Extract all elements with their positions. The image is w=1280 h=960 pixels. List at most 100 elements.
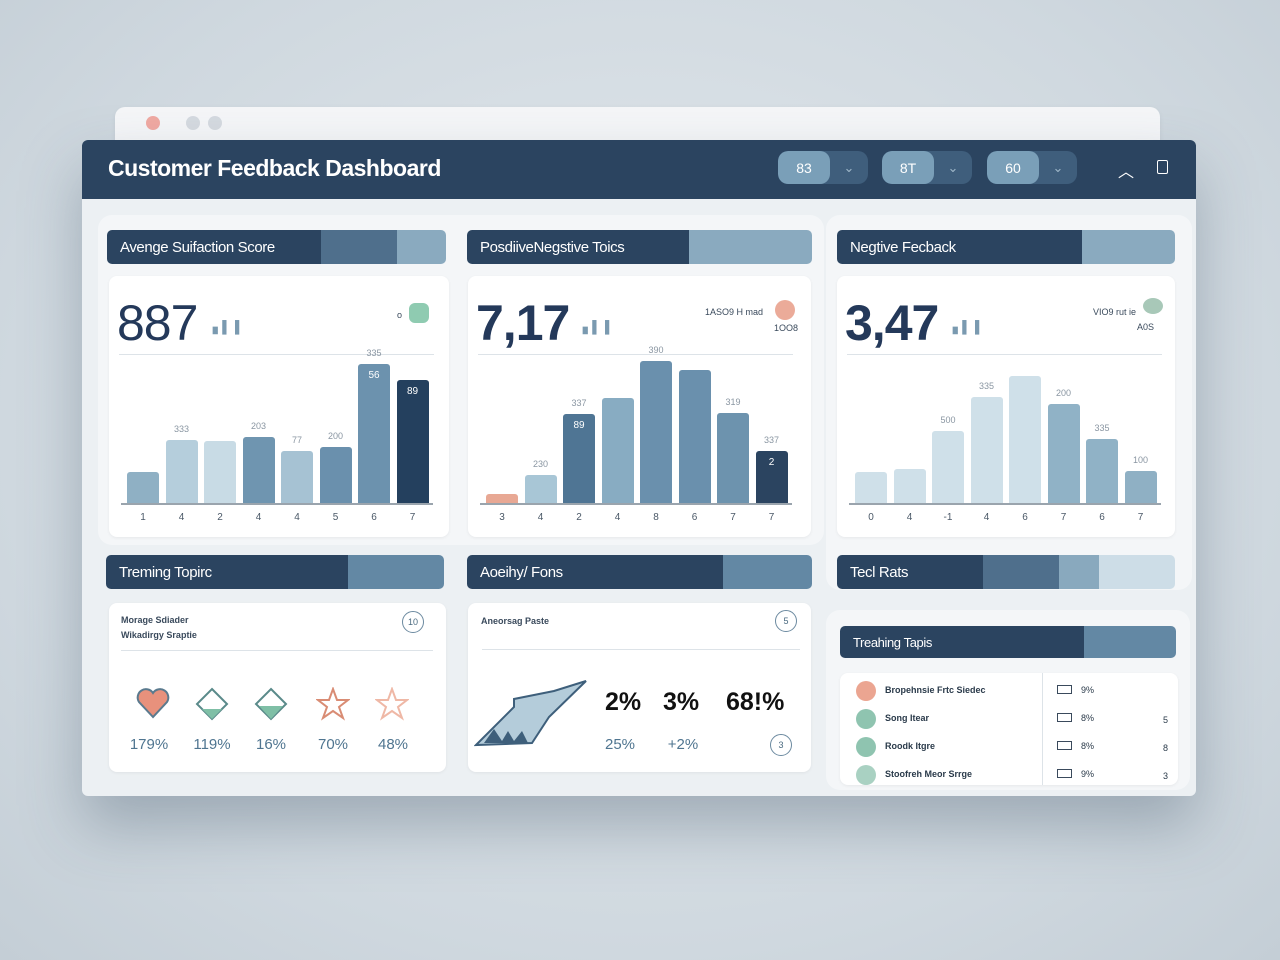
panel-header-topics-list: Treahing Tapis [840, 626, 1176, 658]
x-tick-label: 4 [983, 512, 990, 523]
sentiment-icon [409, 303, 429, 323]
chart-bar[interactable] [1047, 404, 1080, 503]
panel-header-topics: PosdiiveNegstive Toics [467, 230, 812, 264]
chart-card-satisfaction: 887 o ▖▌▐ 1 333 4 2 203 4 77 4 200 5 56 335 6 89 7 [109, 276, 449, 537]
topic-name: Bropehnsie Frtc Siedec [885, 685, 986, 695]
x-tick-label: 6 [691, 512, 698, 523]
topic-row[interactable]: Bropehnsie Frtc Siedec 9% [840, 679, 1178, 705]
header: Customer Feedback Dashboard 83 ⌄ 8T ⌄ 60 ⌄ … [82, 140, 1196, 199]
chart-bar[interactable] [640, 361, 672, 503]
chart-bar[interactable] [855, 472, 887, 503]
pill-value: 83 [778, 151, 830, 184]
x-tick-label: 4 [906, 512, 913, 523]
topic-name: Song Itear [885, 713, 930, 723]
topic-value: 8% [1081, 741, 1095, 751]
x-tick-label: 4 [537, 512, 544, 523]
topic-name: Roodk Itgre [885, 741, 936, 751]
chart-bar[interactable] [319, 447, 352, 503]
heart-icon [136, 688, 170, 719]
panel-header-tech: Tecl Rats [837, 555, 1175, 589]
filter-pill-2[interactable]: 8T ⌄ [882, 151, 972, 184]
x-axis [849, 503, 1161, 505]
topic-avatar-icon [856, 681, 876, 701]
info-button[interactable]: 5 [775, 610, 797, 632]
topic-avatar-icon [856, 737, 876, 757]
metric-value: 3,47 [845, 295, 939, 351]
chart-bar[interactable] [204, 441, 236, 503]
metric-note: o [397, 310, 403, 320]
chart-bar[interactable] [524, 475, 557, 503]
chart-bar[interactable]: 2 [755, 451, 788, 503]
trending-card: Morage Sdiader Wikadirgy Sraptie 10 179%… [109, 603, 446, 772]
chart-bar[interactable] [893, 469, 926, 503]
x-tick-label: 4 [294, 512, 300, 523]
bar-value-label: 230 [532, 459, 549, 469]
topic-value: 9% [1081, 769, 1095, 779]
x-tick-label: 1 [140, 512, 146, 523]
chart-card-negative: 3,47 VIO9 rut ie A0S ▖▌▐ 0 4 500 -1 335 4 6 200 7… [837, 276, 1175, 537]
chart-bar[interactable] [1124, 471, 1157, 503]
chart-bar[interactable] [242, 437, 275, 503]
x-tick-label: 2 [576, 512, 582, 523]
topics-list-card: Bropehnsie Frtc Siedec 9% Song Itear 8% … [840, 673, 1178, 785]
chart-bar[interactable] [1009, 376, 1041, 503]
bar-value-label: 500 [940, 415, 956, 425]
trend-bars-icon: ▖▌▐ [213, 320, 240, 334]
activity-change: 25% [604, 736, 636, 753]
chart-bar[interactable] [127, 472, 159, 503]
chevron-icon: ⌄ [1052, 159, 1064, 175]
chart-bar[interactable]: 89 [396, 380, 429, 503]
x-tick-label: 0 [868, 512, 874, 523]
topic-count: 5 [1163, 715, 1169, 725]
panel-header-activity: Aoeihy/ Fons [467, 555, 812, 589]
topic-row[interactable]: Stoofreh Meor Srrge 9% 3 [840, 763, 1178, 789]
chart-bar[interactable] [281, 451, 313, 503]
trend-arrow-icon [474, 680, 587, 747]
chart-bar[interactable] [486, 494, 518, 503]
bar-value-label: 77 [291, 435, 302, 445]
chevron-up-icon[interactable]: ︿ [1118, 164, 1135, 181]
close-dot[interactable] [146, 116, 160, 130]
topic-pct: 16% [255, 736, 287, 753]
filter-pill-1[interactable]: 83 ⌄ [778, 151, 868, 184]
bar-value-label: 335 [978, 381, 995, 391]
panel-header-satisfaction: Avenge Suifaction Score [107, 230, 446, 264]
maximize-dot[interactable] [208, 116, 222, 130]
chart-bar[interactable] [970, 397, 1003, 503]
chart-bar[interactable] [1086, 439, 1118, 503]
info-button[interactable]: 10 [402, 611, 424, 633]
topic-row[interactable]: Roodk Itgre 8% 8 [840, 735, 1178, 761]
x-tick-label: 4 [255, 512, 262, 523]
activity-card: Aneorsag Paste 5 2% 3% 68!% 25% +2% 3 [468, 603, 811, 772]
info-button[interactable]: 3 [770, 734, 792, 756]
share-icon[interactable] [1157, 160, 1168, 174]
bar-inner-label: 89 [573, 420, 585, 431]
topic-count: 8 [1163, 743, 1169, 753]
x-tick-label: 6 [1022, 512, 1028, 523]
bar-value-label: 200 [1055, 388, 1072, 398]
minimize-dot[interactable] [186, 116, 200, 130]
activity-change: +2% [667, 736, 699, 753]
chart-bar[interactable] [678, 370, 711, 503]
star-icon [375, 687, 409, 721]
chart-bar[interactable] [717, 413, 749, 503]
trending-line-1: Morage Sdiader [121, 615, 189, 625]
flag-icon [1057, 713, 1072, 722]
topic-row[interactable]: Song Itear 8% 5 [840, 707, 1178, 733]
chart-bar[interactable]: 56 [358, 364, 390, 503]
filter-pill-3[interactable]: 60 ⌄ [987, 151, 1077, 184]
bar-inner-label: 2 [768, 457, 775, 468]
x-tick-label: 7 [1060, 512, 1067, 523]
x-tick-label: 3 [499, 512, 505, 523]
panel-title: Aoeihy/ Fons [467, 555, 723, 589]
chart-bar[interactable] [165, 440, 198, 503]
chart-bar[interactable] [932, 431, 964, 503]
topic-value: 9% [1081, 685, 1095, 695]
chart-bar[interactable] [601, 398, 634, 503]
x-tick-label: 2 [217, 512, 223, 523]
chart-bar[interactable]: 89 [563, 414, 595, 503]
x-tick-label: 7 [768, 512, 775, 523]
x-tick-label: 8 [653, 512, 659, 523]
x-tick-label: 4 [614, 512, 621, 523]
diamond-icon [254, 687, 288, 721]
